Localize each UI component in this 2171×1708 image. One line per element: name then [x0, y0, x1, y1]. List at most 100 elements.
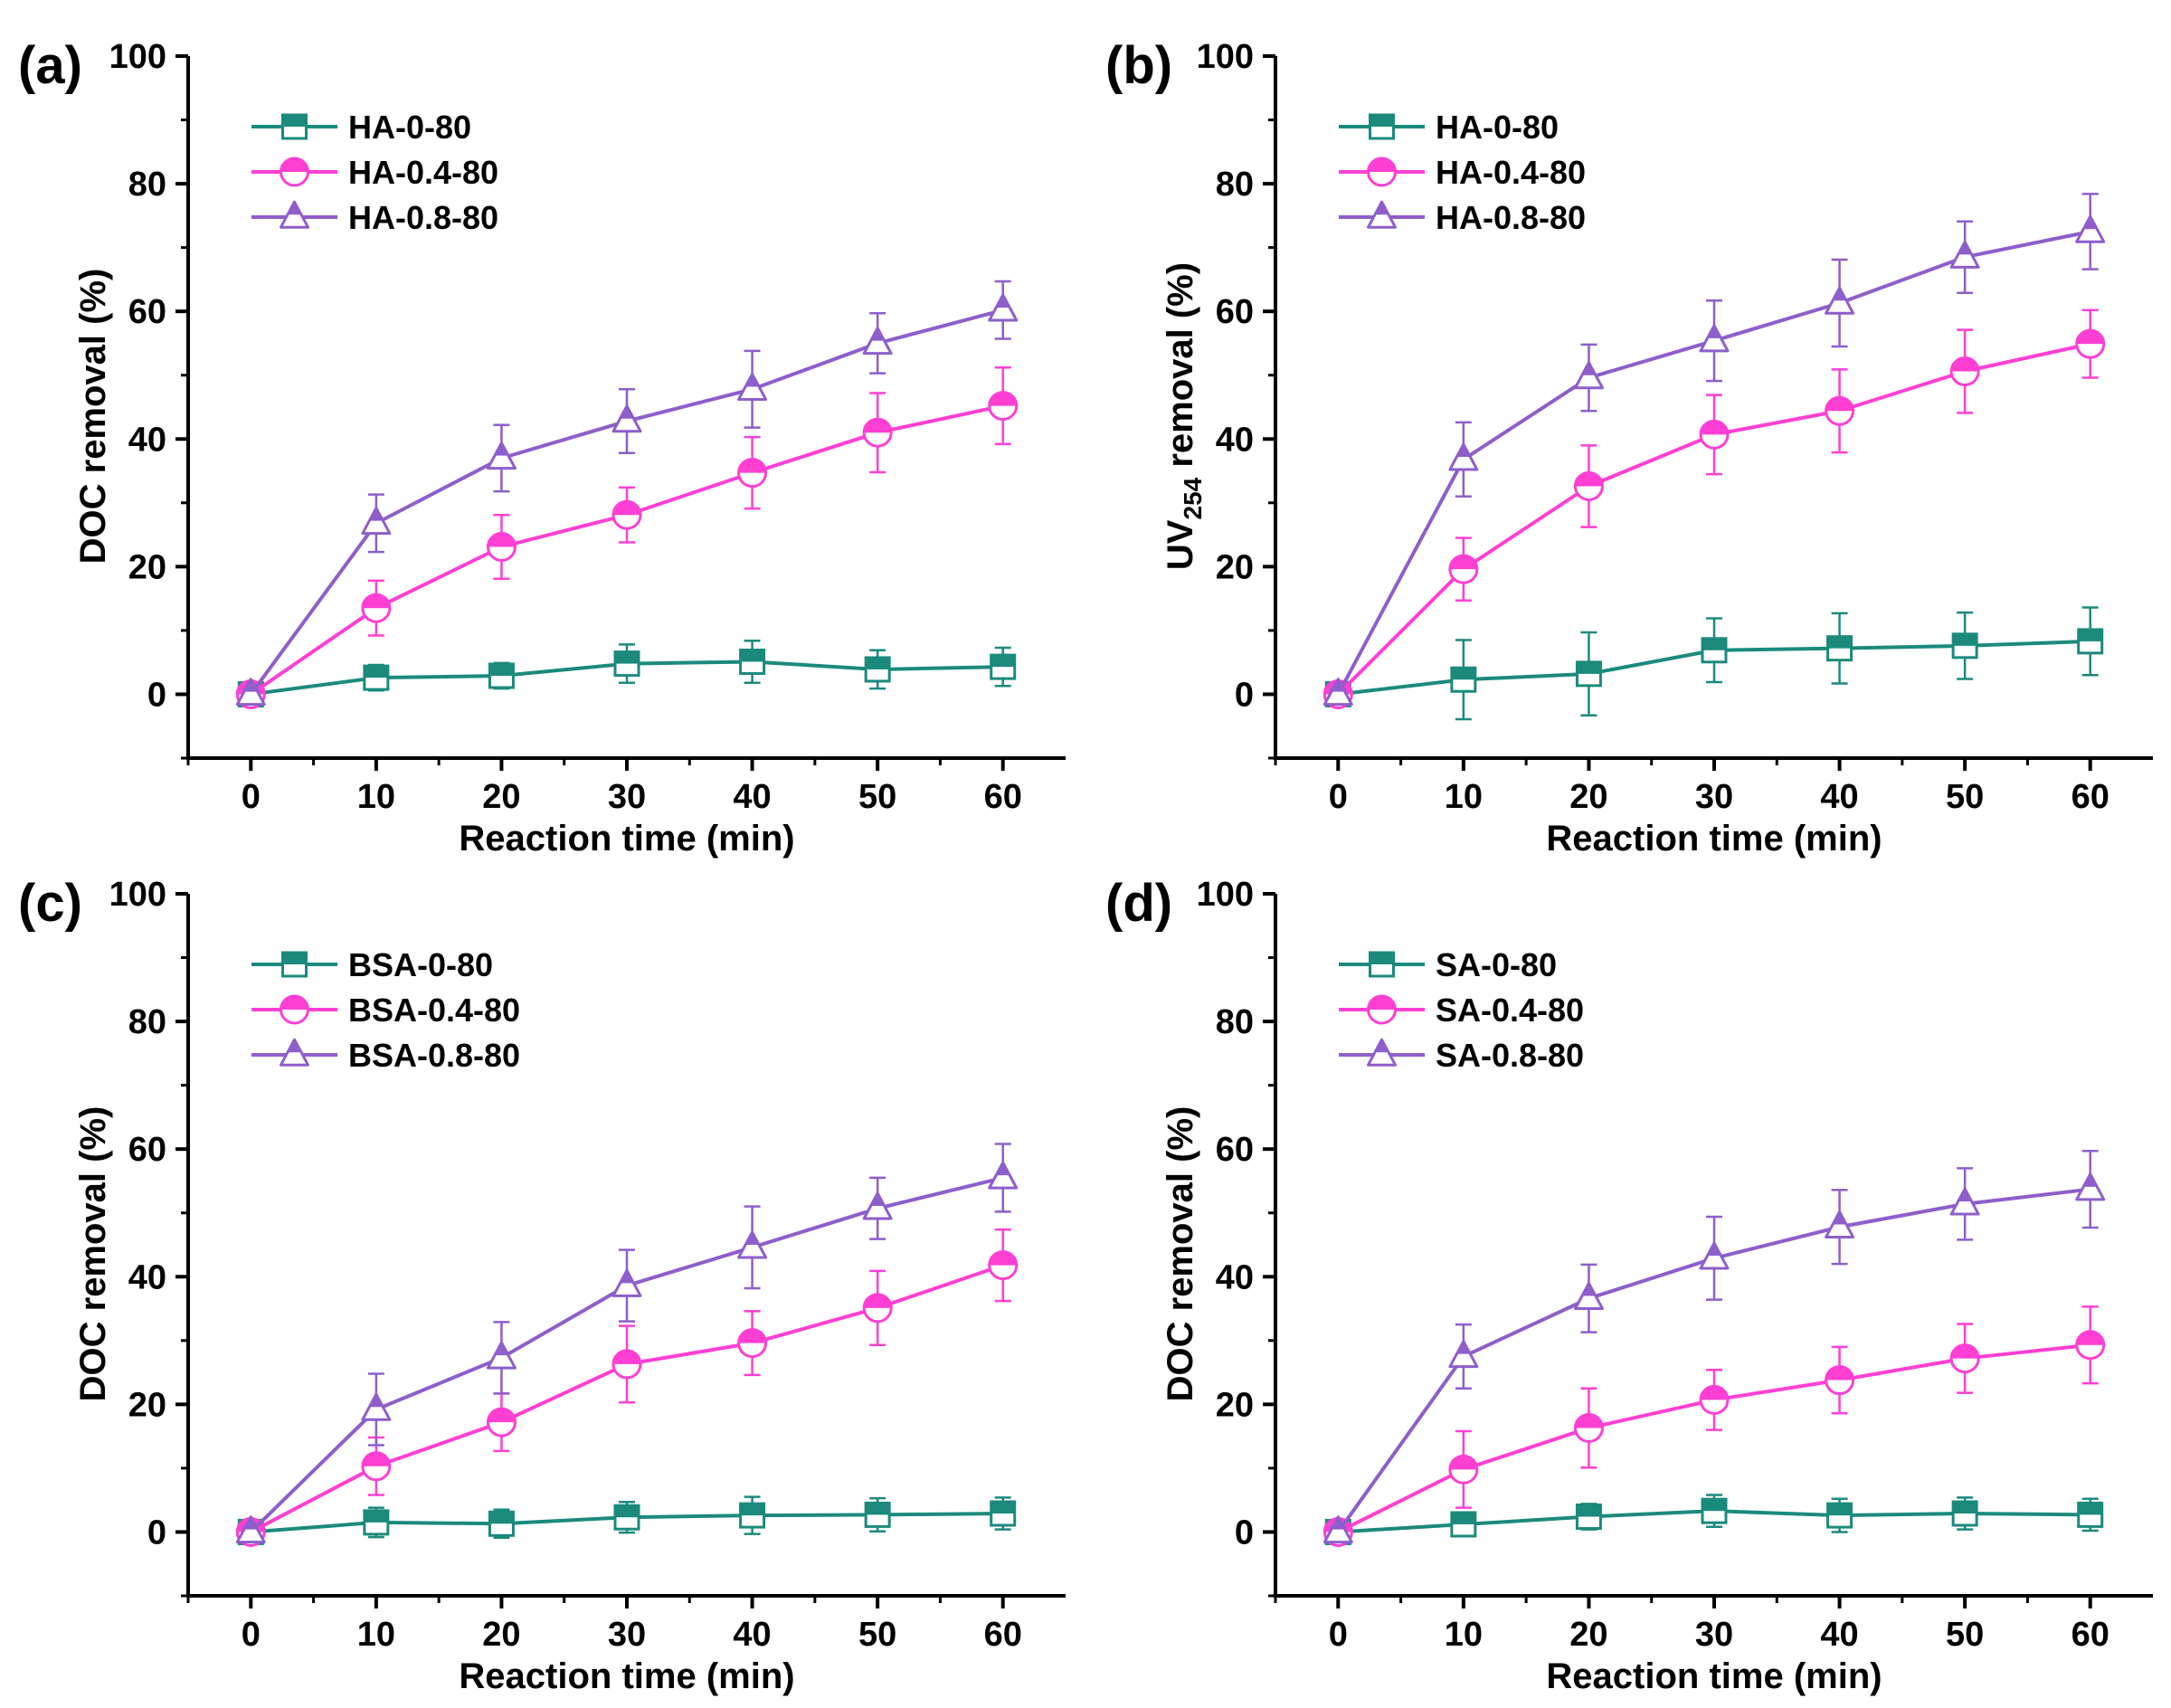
data-point-triangle-fill — [243, 1516, 258, 1530]
data-point-circle-fill — [1575, 472, 1603, 487]
x-axis-title: Reaction time (min) — [459, 819, 794, 859]
data-point-circle — [862, 417, 893, 448]
data-point-circle — [2075, 1330, 2106, 1361]
data-point-square-fill — [1451, 668, 1475, 680]
data-point-square-fill — [615, 651, 639, 664]
series-2 — [235, 1143, 1019, 1544]
data-point-circle — [611, 499, 642, 530]
x-tick-label: 40 — [1820, 1616, 1858, 1654]
data-point-circle-fill — [989, 1251, 1017, 1266]
x-tick-label: 60 — [2071, 1616, 2109, 1654]
x-tick-label: 30 — [1695, 778, 1733, 816]
data-point-circle — [611, 1349, 642, 1380]
data-point-square — [488, 1510, 515, 1537]
data-point-triangle-fill — [369, 1394, 384, 1408]
data-point-triangle — [1825, 286, 1855, 315]
legend-marker-triangle-fill — [288, 202, 301, 215]
data-point-circle — [1699, 1384, 1730, 1415]
y-axis-title: UV254 removal (%) — [1161, 262, 1207, 570]
data-point-circle-fill — [738, 459, 766, 473]
data-point-triangle-fill — [1331, 1516, 1345, 1530]
data-point-triangle-fill — [243, 678, 258, 692]
data-point-square-fill — [866, 1503, 890, 1515]
data-point-square — [2077, 628, 2104, 655]
x-tick-label: 0 — [1329, 1616, 1348, 1654]
data-point-triangle — [1699, 1241, 1730, 1270]
data-point-triangle — [862, 327, 893, 356]
y-tick-label: 20 — [128, 548, 166, 586]
data-point-square — [613, 1504, 640, 1531]
y-axis-title: DOC removal (%) — [73, 1106, 113, 1402]
y-tick-label: 80 — [1216, 1003, 1254, 1041]
data-point-circle — [737, 458, 768, 489]
x-tick-label: 30 — [608, 778, 646, 816]
legend-marker-circle-fill — [280, 996, 308, 1010]
data-point-triangle — [235, 678, 266, 707]
data-point-square — [1450, 1511, 1477, 1538]
data-point-square — [1701, 637, 1728, 664]
legend-marker-triangle — [280, 1038, 309, 1067]
y-tick-label: 40 — [1216, 421, 1254, 459]
data-point-square — [739, 1502, 766, 1529]
x-tick-label: 50 — [858, 778, 896, 816]
y-tick-label: 0 — [147, 676, 166, 714]
data-point-square-fill — [364, 666, 388, 678]
data-point-circle-fill — [488, 533, 516, 547]
panel-label: (d) — [1105, 874, 1172, 933]
legend-label: HA-0.4-80 — [1436, 154, 1586, 191]
data-point-square — [1701, 1497, 1728, 1524]
legend-label: SA-0.8-80 — [1436, 1037, 1584, 1074]
data-point-square — [1826, 1502, 1853, 1529]
data-point-triangle-fill — [1581, 362, 1596, 375]
data-point-square — [1951, 632, 1978, 659]
data-point-circle — [361, 593, 392, 623]
data-point-square — [1826, 635, 1853, 662]
data-point-triangle — [1448, 442, 1479, 471]
y-axis-title-rest: removal (%) — [1161, 262, 1200, 478]
data-point-triangle-fill — [745, 374, 760, 387]
data-point-circle — [1825, 395, 1855, 426]
data-point-square — [1450, 666, 1477, 693]
legend-label: HA-0.4-80 — [348, 154, 498, 191]
x-tick-label: 50 — [1946, 778, 1984, 816]
data-point-triangle-fill — [494, 1343, 508, 1356]
legend-marker-square-fill — [282, 115, 307, 127]
legend-marker-triangle-fill — [1375, 1039, 1389, 1053]
data-point-triangle — [611, 1268, 642, 1297]
panel-label: (b) — [1105, 36, 1172, 95]
data-point-circle-fill — [1575, 1414, 1603, 1428]
legend-label: SA-0.4-80 — [1436, 992, 1584, 1029]
data-point-circle — [1949, 356, 1980, 386]
y-tick-label: 80 — [1216, 166, 1254, 204]
data-point-triangle — [1448, 1340, 1479, 1369]
y-tick-label: 0 — [147, 1513, 166, 1551]
series-0 — [1324, 606, 2104, 721]
data-point-circle — [486, 531, 517, 562]
series-1 — [1323, 308, 2106, 709]
data-point-circle — [862, 1293, 893, 1324]
x-tick-label: 40 — [1820, 778, 1858, 816]
data-point-square-fill — [2078, 1503, 2102, 1515]
legend-label: HA-0.8-80 — [1436, 199, 1586, 236]
y-tick-label: 20 — [1216, 1386, 1254, 1424]
legend-marker-square — [1369, 951, 1395, 978]
data-point-square — [1951, 1500, 1978, 1527]
y-tick-label: 100 — [109, 876, 166, 914]
data-point-triangle — [611, 404, 642, 433]
data-point-triangle-fill — [1707, 325, 1721, 338]
data-point-triangle-fill — [494, 442, 508, 456]
data-point-triangle — [361, 507, 392, 536]
y-tick-label: 60 — [1216, 1131, 1254, 1169]
data-point-square-fill — [1577, 661, 1601, 674]
data-point-circle-fill — [1951, 1344, 1979, 1359]
data-point-square — [363, 1509, 390, 1536]
panel-label: (a) — [18, 36, 82, 95]
legend-marker-square-fill — [1370, 115, 1394, 127]
y-tick-label: 0 — [1235, 676, 1254, 714]
data-point-triangle — [486, 441, 517, 470]
legend-label: BSA-0-80 — [348, 946, 493, 983]
data-point-circle — [1949, 1343, 1980, 1374]
x-tick-label: 0 — [242, 1616, 261, 1654]
data-point-circle-fill — [613, 1350, 640, 1364]
